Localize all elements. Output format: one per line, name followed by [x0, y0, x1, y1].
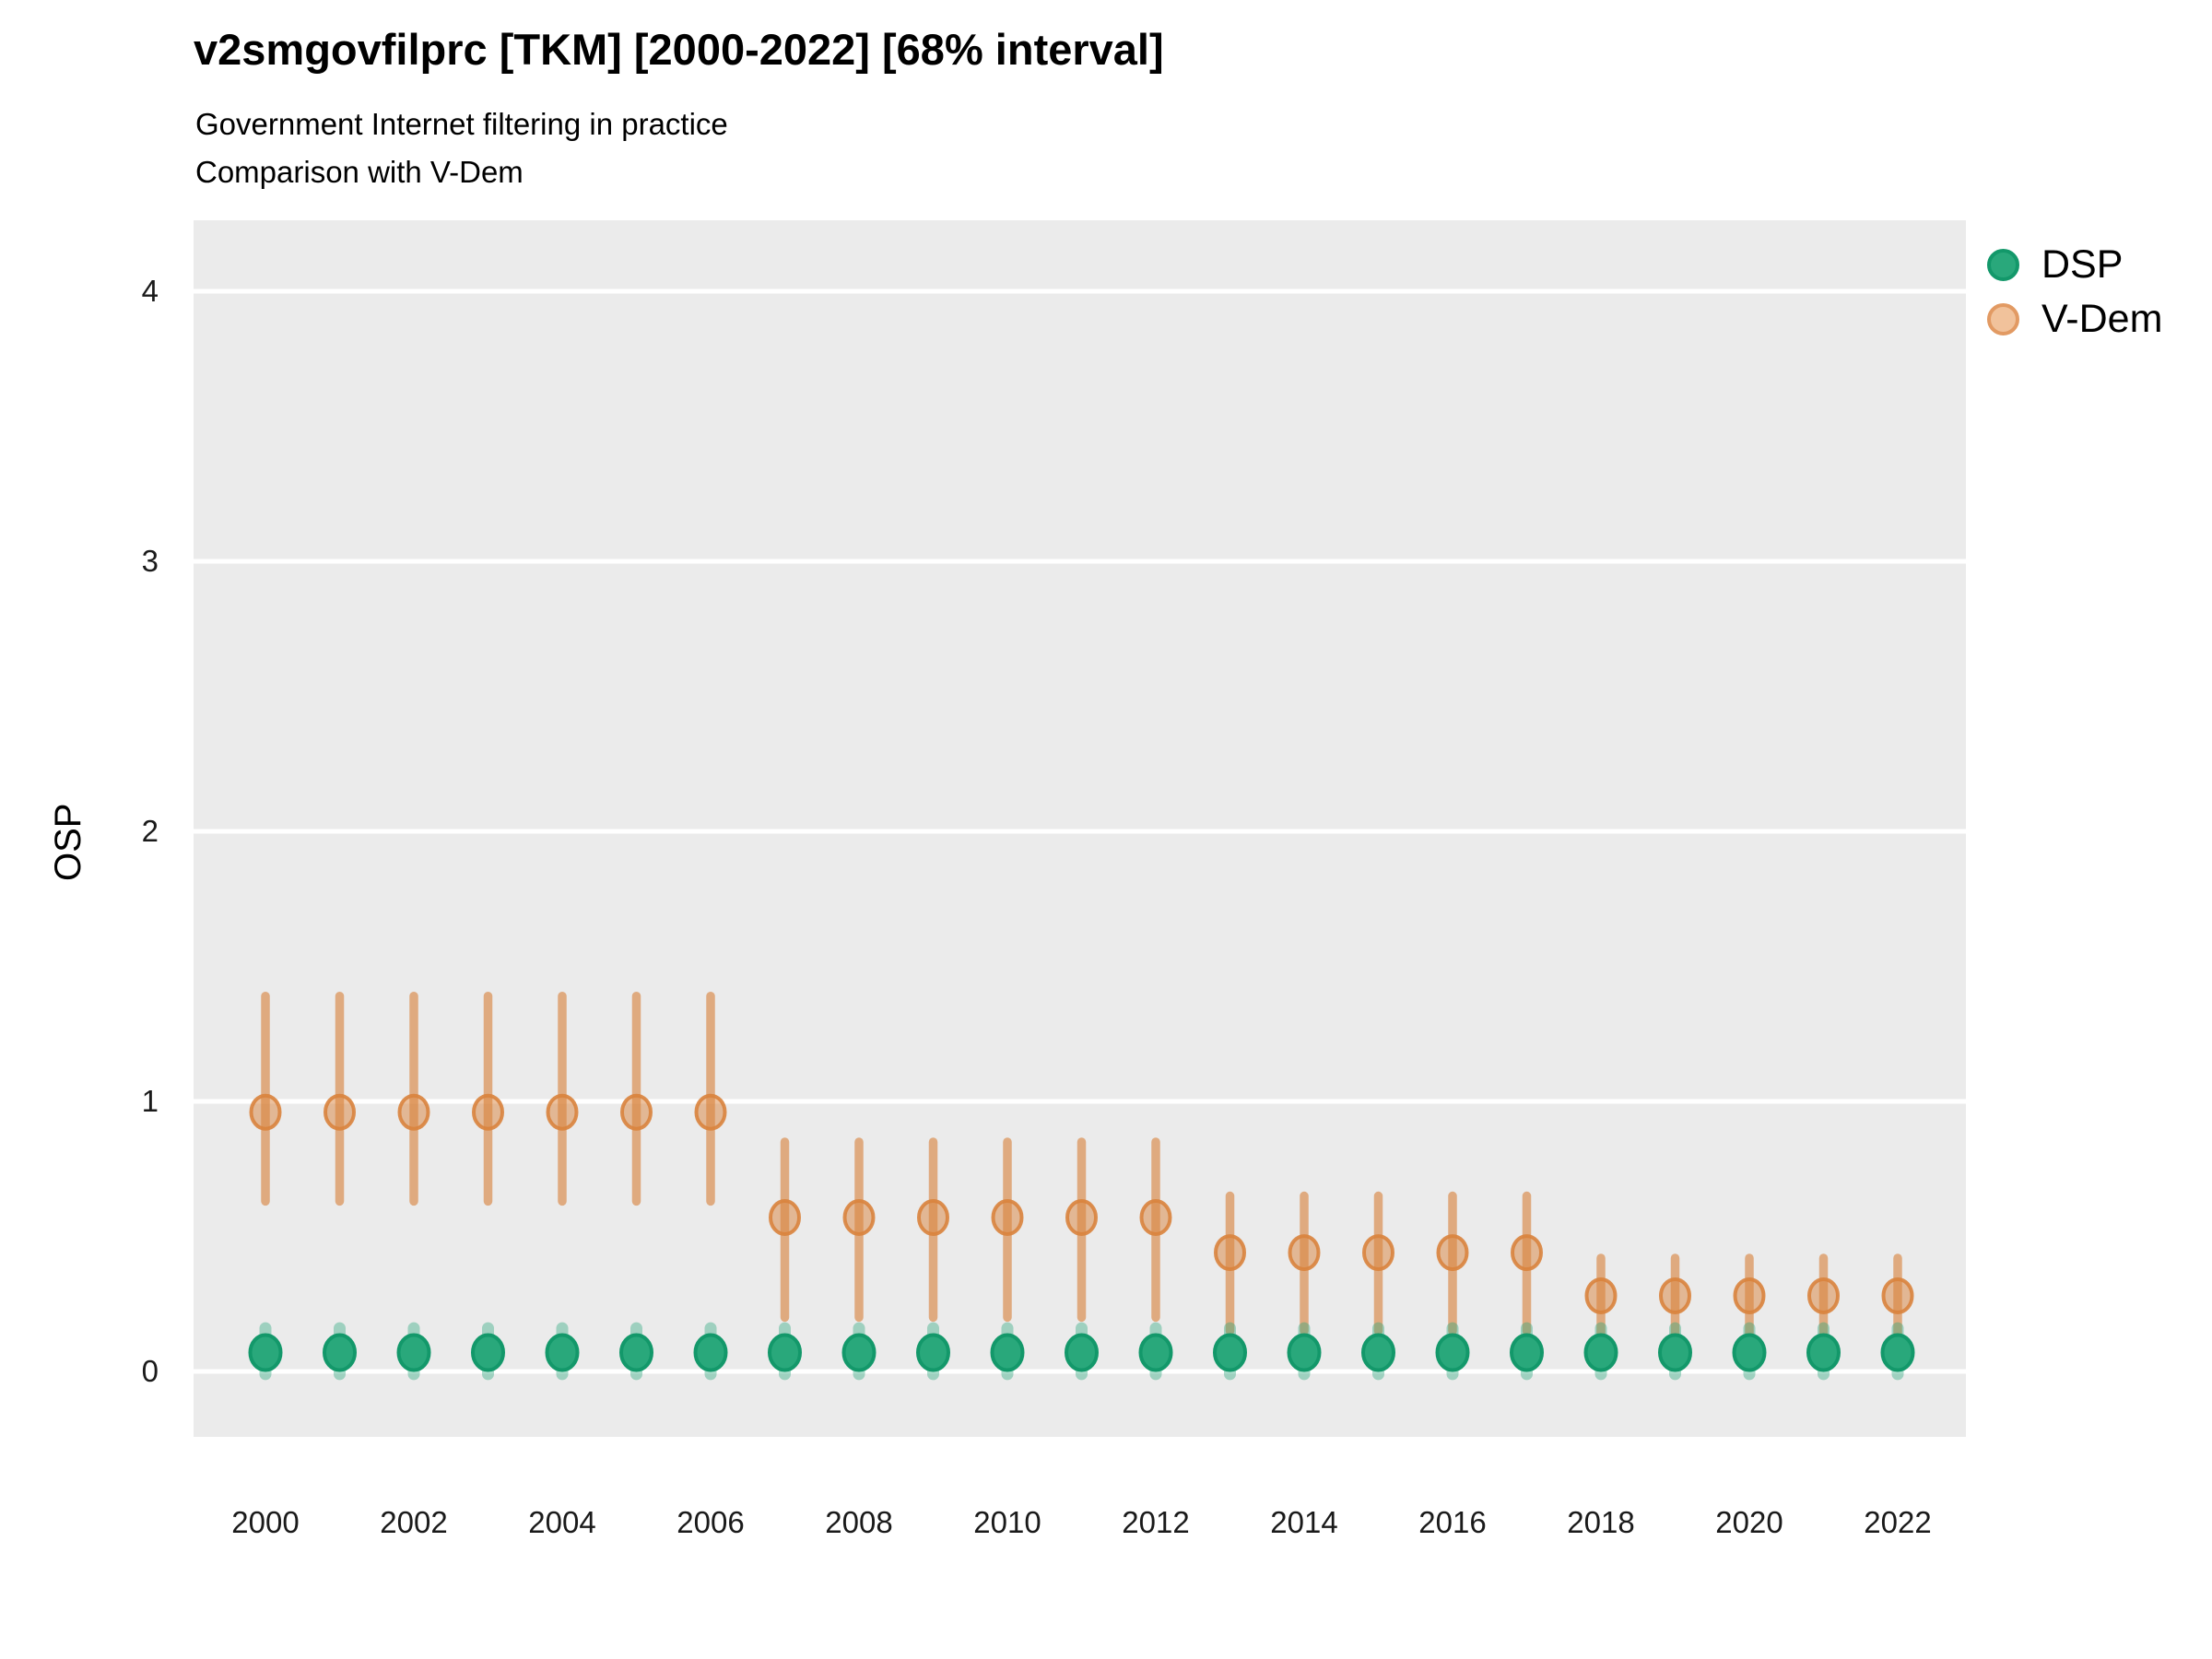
x-tick-label-2000: 2000 [231, 1505, 299, 1539]
vdem-point-2009 [917, 1198, 949, 1236]
vdem-point-2011 [1065, 1198, 1098, 1236]
chart-subtitle-1: Government Internet filtering in practic… [195, 107, 728, 141]
vdem-point-2007 [769, 1198, 801, 1236]
x-tick-label-2022: 2022 [1864, 1505, 1931, 1539]
dsp-point-2005 [619, 1333, 653, 1372]
y-tick-label-0: 0 [142, 1354, 159, 1388]
dsp-point-2009 [916, 1333, 950, 1372]
x-tick-label-2004: 2004 [528, 1505, 595, 1539]
legend: DSP V-Dem [1987, 245, 2162, 339]
vdem-point-2021 [1807, 1277, 1840, 1314]
x-tick-label-2002: 2002 [380, 1505, 447, 1539]
x-tick-label-2006: 2006 [677, 1505, 744, 1539]
dsp-point-2015 [1361, 1333, 1395, 1372]
chart-title: v2smgovfilprc [TKM] [2000-2022] [68% int… [194, 25, 1164, 74]
vdem-point-2018 [1584, 1277, 1618, 1314]
y-tick-label-1: 1 [142, 1084, 159, 1118]
x-tick-label-2010: 2010 [973, 1505, 1041, 1539]
dsp-point-2007 [768, 1333, 802, 1372]
chart-subtitle-2: Comparison with V-Dem [195, 155, 524, 189]
dsp-point-2017 [1510, 1333, 1544, 1372]
vdem-point-2015 [1362, 1234, 1394, 1272]
legend-vdem-label: V-Dem [2041, 297, 2163, 341]
dsp-point-2022 [1880, 1333, 1915, 1372]
y-tick-label-4: 4 [142, 274, 159, 308]
dsp-point-2002 [396, 1333, 431, 1372]
dsp-point-2013 [1213, 1333, 1247, 1372]
vdem-point-2013 [1214, 1234, 1246, 1272]
legend-dsp-label: DSP [2041, 242, 2124, 287]
dsp-point-2006 [693, 1333, 728, 1372]
x-tick-label-2018: 2018 [1567, 1505, 1634, 1539]
vdem-point-2016 [1436, 1234, 1469, 1272]
dsp-point-2004 [545, 1333, 580, 1372]
legend-vdem-dot-icon [1987, 303, 2019, 335]
vdem-point-2020 [1733, 1277, 1766, 1314]
vdem-point-2017 [1511, 1234, 1543, 1272]
dsp-point-2014 [1287, 1333, 1322, 1372]
y-axis-title: OSP [48, 803, 88, 881]
dsp-point-2018 [1583, 1333, 1618, 1372]
vdem-point-2008 [842, 1198, 876, 1236]
x-tick-label-2012: 2012 [1122, 1505, 1189, 1539]
dsp-point-2012 [1138, 1333, 1173, 1372]
vdem-point-2002 [397, 1093, 430, 1131]
vdem-point-2019 [1659, 1277, 1691, 1314]
x-tick-label-2014: 2014 [1270, 1505, 1337, 1539]
dsp-point-2021 [1806, 1333, 1841, 1372]
legend-dsp-dot-icon [1987, 249, 2019, 281]
dsp-point-2016 [1435, 1333, 1470, 1372]
vdem-point-2004 [546, 1093, 579, 1131]
dsp-point-2001 [323, 1333, 357, 1372]
dsp-point-2008 [841, 1333, 877, 1372]
dsp-point-2020 [1732, 1333, 1767, 1372]
legend-item-vdem: V-Dem [1987, 300, 2162, 339]
vdem-point-2005 [620, 1093, 653, 1131]
vdem-point-2012 [1139, 1198, 1172, 1236]
dsp-point-2019 [1658, 1333, 1692, 1372]
vdem-point-2014 [1288, 1234, 1321, 1272]
dsp-point-2003 [471, 1333, 505, 1372]
legend-item-dsp: DSP [1987, 245, 2123, 285]
vdem-point-2003 [472, 1093, 504, 1131]
vdem-point-2001 [324, 1093, 356, 1131]
y-tick-label-2: 2 [142, 814, 159, 848]
y-tick-label-3: 3 [142, 544, 159, 578]
dsp-point-2011 [1065, 1333, 1099, 1372]
vdem-point-2010 [991, 1198, 1024, 1236]
vdem-point-2006 [694, 1093, 727, 1131]
vdem-point-2000 [249, 1093, 282, 1131]
dsp-point-2010 [990, 1333, 1025, 1372]
x-tick-label-2020: 2020 [1715, 1505, 1783, 1539]
vdem-point-2022 [1881, 1277, 1914, 1314]
dsp-point-2000 [248, 1333, 283, 1372]
x-tick-label-2008: 2008 [825, 1505, 892, 1539]
x-tick-label-2016: 2016 [1418, 1505, 1486, 1539]
